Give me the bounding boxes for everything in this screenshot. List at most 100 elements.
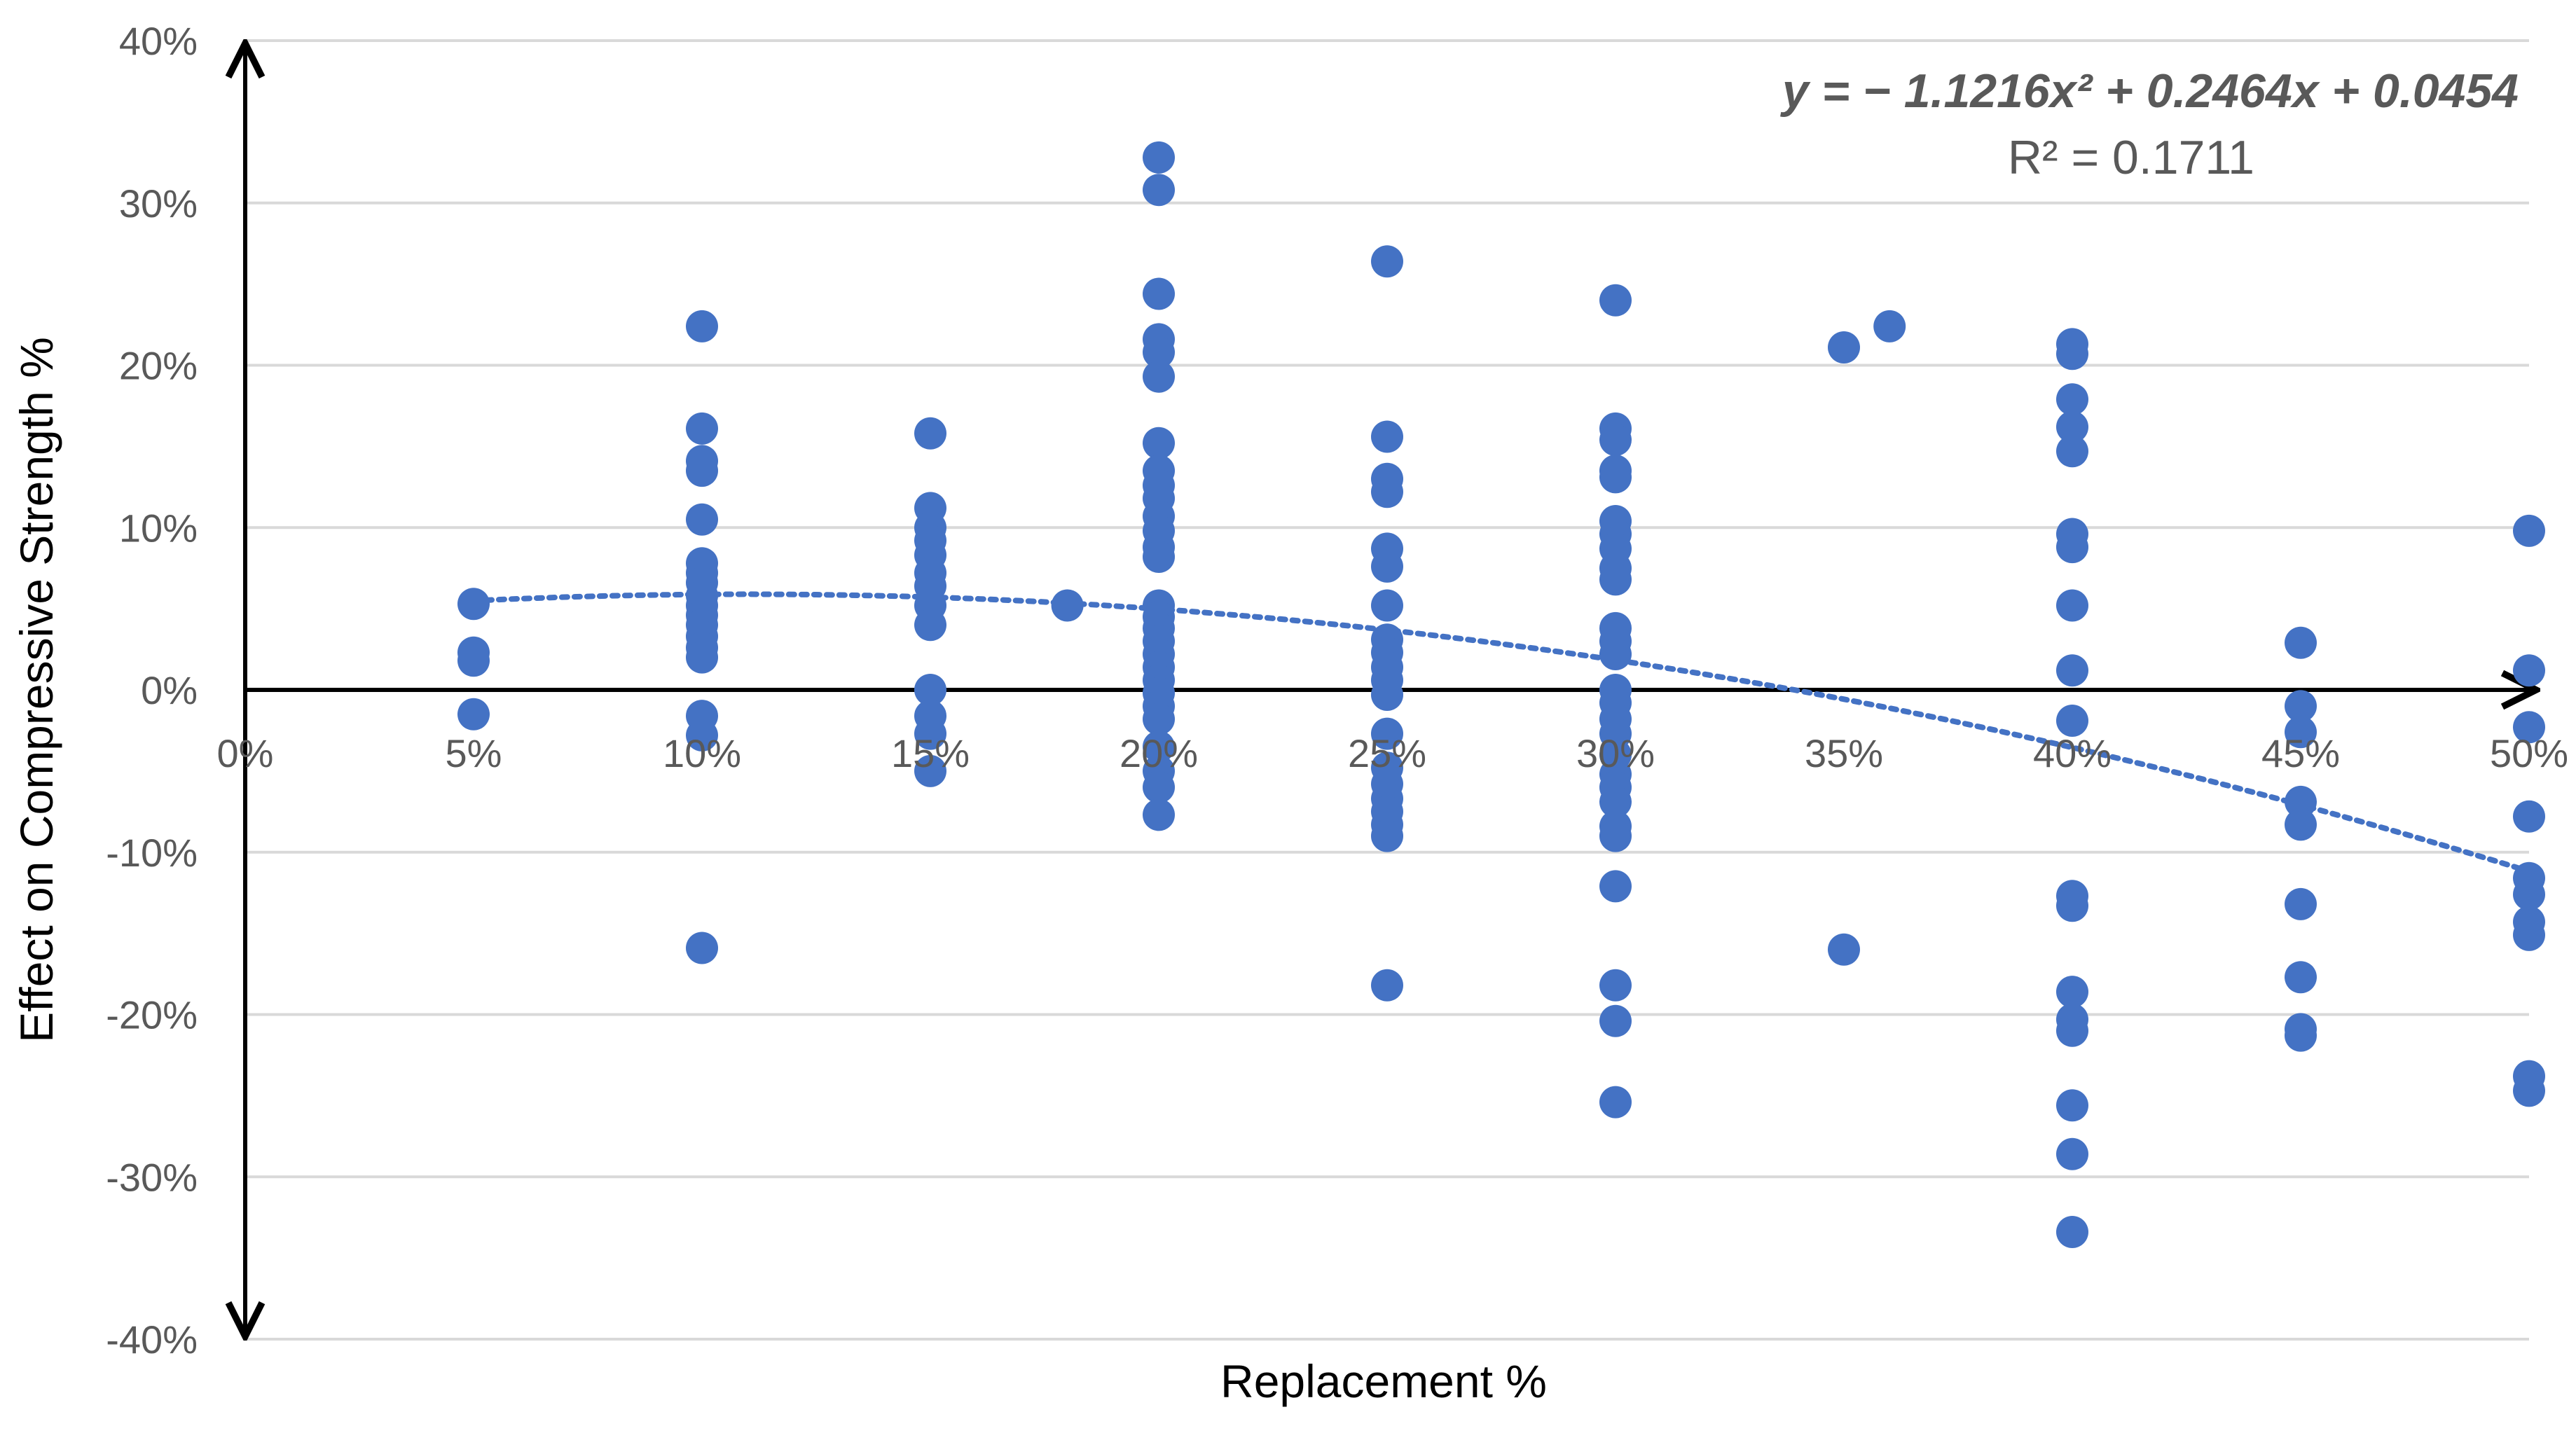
data-point [1371, 679, 1403, 711]
trendline-equation: y = − 1.1216x² + 0.2464x + 0.0454 [1780, 64, 2519, 118]
data-point [2513, 514, 2545, 547]
y-tick-label: 40% [119, 19, 198, 63]
data-point [1599, 819, 1632, 852]
x-axis-title: Replacement % [1220, 1355, 1547, 1407]
data-point [1371, 717, 1403, 750]
data-point [2056, 976, 2088, 1009]
data-point [2513, 800, 2545, 833]
data-point [686, 641, 718, 674]
data-point [457, 588, 490, 621]
data-point [1143, 174, 1175, 207]
data-point [2513, 918, 2545, 951]
data-point [914, 674, 946, 706]
data-point [1371, 589, 1403, 622]
x-tick-label: 30% [1576, 731, 1655, 775]
x-tick-label: 15% [891, 731, 970, 775]
data-point [457, 698, 490, 731]
data-point [2513, 711, 2545, 744]
data-point [2056, 338, 2088, 371]
data-point [2285, 626, 2317, 659]
data-point [686, 310, 718, 342]
data-point [1143, 427, 1175, 459]
data-point [914, 754, 946, 787]
data-point [1599, 461, 1632, 494]
data-point [457, 644, 490, 677]
data-point [1371, 550, 1403, 583]
tick-labels: 0% 5% 10% 15% 20% 25% 30% 35% 40% 45% 50% 40% 30% 20%… [106, 19, 2568, 1362]
data-point [2056, 589, 2088, 622]
data-point [1143, 277, 1175, 310]
data-point [1143, 360, 1175, 393]
y-tick-label: -10% [106, 831, 198, 875]
data-point [1828, 331, 1860, 364]
x-tick-label: 10% [663, 731, 741, 775]
data-point [2056, 889, 2088, 922]
data-point [1371, 819, 1403, 852]
data-point [1599, 785, 1632, 818]
data-point [2056, 435, 2088, 468]
y-tick-label: -40% [106, 1317, 198, 1362]
data-point [1143, 702, 1175, 735]
data-point [2285, 716, 2317, 749]
data-point [2513, 1074, 2545, 1107]
data-point [2056, 531, 2088, 564]
x-tick-label: 0% [217, 731, 274, 775]
data-point [1143, 541, 1175, 573]
data-point [2056, 383, 2088, 416]
data-point [2056, 1014, 2088, 1047]
x-tick-label: 50% [2490, 731, 2568, 775]
data-point [1828, 933, 1860, 966]
data-point [2285, 785, 2317, 818]
data-point [1599, 424, 1632, 457]
data-point [1599, 870, 1632, 903]
data-point [1599, 1004, 1632, 1037]
data-point [2056, 1216, 2088, 1248]
data-point [1599, 563, 1632, 596]
data-point [914, 609, 946, 642]
gridlines [245, 39, 2529, 1341]
x-tick-label: 5% [446, 731, 502, 775]
data-point [914, 717, 946, 750]
data-point [1873, 310, 1906, 342]
data-point [1599, 969, 1632, 1002]
y-tick-label: -30% [106, 1155, 198, 1199]
x-tick-label: 25% [1348, 731, 1426, 775]
x-tick-label: 40% [2033, 731, 2112, 775]
data-point [2513, 654, 2545, 687]
data-point [1051, 589, 1084, 622]
data-point [1371, 969, 1403, 1002]
trendline [471, 591, 2532, 875]
data-point [1143, 336, 1175, 368]
x-tick-label: 20% [1120, 731, 1198, 775]
y-tick-label: 20% [119, 344, 198, 388]
data-point [2285, 690, 2317, 723]
y-tick-label: 10% [119, 506, 198, 550]
y-tick-label: 0% [141, 668, 198, 712]
data-point [1143, 141, 1175, 174]
data-point [2056, 654, 2088, 687]
data-point [1143, 798, 1175, 831]
trendline-r-squared: R² = 0.1711 [2008, 131, 2254, 184]
data-point [2056, 1089, 2088, 1122]
data-point [686, 719, 718, 752]
data-point [1599, 1086, 1632, 1119]
data-point [1143, 731, 1175, 763]
data-points [457, 141, 2545, 1248]
data-point [2285, 808, 2317, 841]
x-tick-label: 35% [1805, 731, 1883, 775]
y-tick-label: 30% [119, 181, 198, 226]
data-point [1599, 638, 1632, 670]
data-point [2056, 705, 2088, 737]
data-point [1143, 771, 1175, 803]
data-point [686, 503, 718, 536]
data-point [686, 932, 718, 964]
data-point [686, 412, 718, 445]
x-tick-label: 45% [2261, 731, 2340, 775]
data-point [1371, 245, 1403, 278]
data-point [2513, 878, 2545, 911]
y-axis-title: Effect on Compressive Strength % [11, 337, 62, 1043]
data-point [2285, 961, 2317, 994]
data-point [2056, 410, 2088, 443]
data-point [914, 417, 946, 450]
